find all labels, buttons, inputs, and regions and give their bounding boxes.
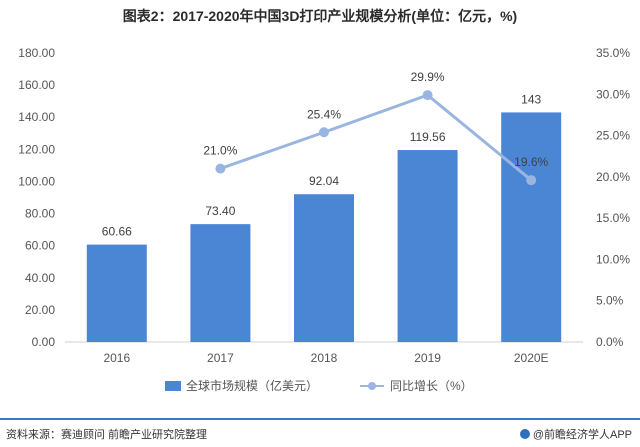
bar-value-label: 143 <box>521 92 541 106</box>
bar <box>501 112 562 343</box>
y-left-tick-label: 100.00 <box>18 174 55 188</box>
growth-value-label: 19.6% <box>514 155 548 169</box>
source-note: 资料来源：赛迪顾问 前瞻产业研究院整理 <box>6 429 208 441</box>
y-right-tick-label: 30.0% <box>596 87 630 101</box>
y-left-tick-label: 140.00 <box>18 110 55 124</box>
y-right-tick-label: 20.0% <box>596 170 630 184</box>
bar-line-chart: 0.00 20.00 40.00 60.00 80.00 100.00 120.00 140.… <box>18 46 630 393</box>
y-left-tick-label: 120.00 <box>18 142 55 156</box>
x-axis: 2016 2017 2018 2019 2020E <box>103 351 548 365</box>
legend-swatch-marker <box>368 382 376 390</box>
chart-title: 图表2：2017-2020年中国3D打印产业规模分析(单位：亿元，%) <box>122 8 518 24</box>
legend-label-bar: 全球市场规模（亿美元） <box>186 378 318 393</box>
y-left-tick-label: 40.00 <box>25 271 55 285</box>
growth-line <box>219 93 533 182</box>
y-right-tick-label: 25.0% <box>596 129 630 143</box>
growth-point <box>526 175 537 186</box>
brand-logo-icon <box>519 429 530 439</box>
y-left-tick-label: 80.00 <box>25 207 55 221</box>
y-right-tick-label: 5.0% <box>596 294 624 308</box>
x-tick-label: 2019 <box>414 351 441 365</box>
x-tick-label: 2017 <box>207 351 234 365</box>
growth-value-label: 29.9% <box>411 70 445 84</box>
y-right-axis: 0.0% 5.0% 10.0% 15.0% 20.0% 25.0% 30.0% 35.0% <box>596 46 630 349</box>
bar-series: 60.66 73.40 92.04 119.56 143 <box>86 92 562 343</box>
x-tick-label: 2018 <box>311 351 338 365</box>
legend: 全球市场规模（亿美元） 同比增长（%） <box>165 378 473 393</box>
bar <box>294 194 354 342</box>
growth-value-label: 21.0% <box>203 144 237 158</box>
brand-text: @前瞻经济学人APP <box>532 429 632 441</box>
y-left-tick-label: 20.00 <box>25 303 55 317</box>
y-left-tick-label: 0.00 <box>32 335 56 349</box>
x-tick-label: 2020E <box>514 351 549 365</box>
bar-value-label: 73.40 <box>205 204 235 218</box>
bar-value-label: 119.56 <box>410 130 446 144</box>
footer-divider <box>0 418 640 420</box>
legend-swatch-bar <box>165 381 181 391</box>
bar <box>190 224 251 342</box>
footer: 资料来源：赛迪顾问 前瞻产业研究院整理 @前瞻经济学人APP <box>0 418 640 447</box>
y-right-tick-label: 35.0% <box>596 46 630 60</box>
y-left-tick-label: 180.00 <box>18 46 55 60</box>
x-tick-label: 2016 <box>103 351 130 365</box>
growth-point <box>215 163 226 174</box>
y-left-axis: 0.00 20.00 40.00 60.00 80.00 100.00 120.00 140.… <box>18 46 55 349</box>
line-series: 21.0% 25.4% 29.9% 19.6% <box>203 70 549 186</box>
y-right-tick-label: 0.0% <box>596 335 624 349</box>
y-right-tick-label: 10.0% <box>596 252 630 266</box>
bar-value-label: 60.66 <box>102 225 132 239</box>
bar <box>397 150 458 342</box>
growth-point <box>319 127 329 138</box>
y-right-tick-label: 15.0% <box>596 211 630 225</box>
y-left-tick-label: 60.00 <box>25 239 55 253</box>
y-left-tick-label: 160.00 <box>18 78 55 92</box>
growth-value-label: 25.4% <box>307 107 341 121</box>
growth-point <box>422 90 433 101</box>
brand-label: @前瞻经济学人APP <box>519 426 632 442</box>
legend-label-line: 同比增长（%） <box>390 379 473 393</box>
bar <box>86 244 147 342</box>
bar-value-label: 92.04 <box>309 174 339 188</box>
